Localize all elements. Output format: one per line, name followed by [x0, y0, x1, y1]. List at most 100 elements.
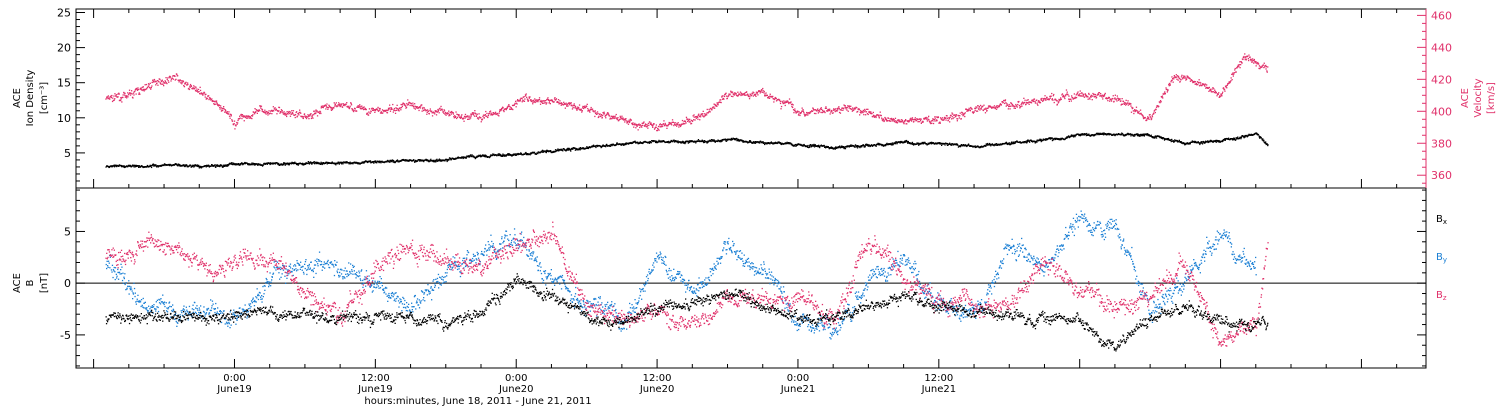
ion-density-point: [369, 160, 372, 162]
velocity-point: [160, 80, 162, 82]
velocity-point: [301, 115, 304, 118]
ion-density-point: [359, 162, 361, 164]
ion-density-point: [269, 163, 271, 165]
ion-density-point: [576, 149, 578, 151]
ion-density-point: [802, 145, 804, 147]
velocity-point: [832, 109, 835, 111]
velocity-point: [403, 103, 405, 105]
velocity-point: [299, 111, 301, 113]
velocity-point: [589, 111, 591, 113]
velocity-point: [360, 105, 362, 108]
ion-density-point: [356, 161, 358, 164]
velocity-point: [794, 108, 796, 110]
velocity-point: [318, 111, 320, 113]
velocity-point: [815, 109, 817, 112]
velocity-point: [448, 115, 450, 117]
ion-density-point: [809, 144, 811, 146]
velocity-point: [757, 90, 760, 93]
velocity-point: [251, 115, 253, 117]
velocity-point: [461, 114, 463, 116]
velocity-point: [487, 116, 489, 118]
velocity-point: [907, 120, 909, 122]
velocity-point: [394, 112, 397, 114]
velocity-point: [856, 111, 858, 113]
velocity-point: [1242, 58, 1244, 61]
velocity-point: [458, 114, 460, 116]
velocity-point: [1150, 117, 1152, 119]
ion-density-point: [769, 143, 771, 145]
ion-density-point: [737, 139, 739, 142]
velocity-point: [1024, 101, 1026, 104]
velocity-point: [779, 100, 781, 103]
velocity-point: [302, 117, 304, 120]
velocity-point: [719, 101, 722, 103]
ion-density-point: [501, 155, 503, 157]
velocity-point: [959, 112, 961, 114]
velocity-point: [907, 120, 909, 123]
velocity-point: [1097, 94, 1099, 96]
ion-density-point: [911, 143, 913, 145]
ion-density-point: [272, 162, 274, 164]
ion-density-point: [433, 161, 436, 163]
velocity-point: [1196, 84, 1198, 86]
velocity-point: [854, 108, 856, 110]
velocity-point: [1233, 73, 1235, 75]
ion-density-point: [934, 143, 936, 145]
velocity-point: [1232, 73, 1234, 76]
velocity-point: [1214, 90, 1217, 93]
velocity-point: [587, 110, 589, 112]
velocity-point: [698, 113, 700, 115]
velocity-point: [1065, 94, 1067, 96]
velocity-point: [610, 115, 612, 117]
ion-density-point: [768, 142, 770, 144]
velocity-point: [817, 112, 819, 114]
velocity-point: [270, 110, 272, 112]
velocity-point: [607, 113, 610, 115]
velocity-point: [1180, 76, 1183, 78]
velocity-point: [149, 87, 151, 89]
velocity-point: [209, 97, 211, 100]
ion-density-point: [383, 161, 386, 163]
velocity-point: [558, 102, 561, 104]
velocity-point: [1068, 98, 1070, 100]
velocity-point: [976, 107, 978, 109]
velocity-point: [135, 88, 137, 90]
ion-density-point: [1010, 143, 1012, 145]
ion-density-point: [362, 161, 364, 163]
velocity-point: [505, 109, 507, 111]
velocity-point: [172, 78, 174, 80]
velocity-point: [736, 95, 739, 97]
ion-density-point: [524, 152, 526, 154]
velocity-point: [671, 124, 673, 126]
velocity-point: [824, 111, 826, 114]
velocity-point: [137, 88, 139, 91]
velocity-point: [1094, 93, 1096, 96]
ion-density-point: [814, 144, 816, 147]
velocity-point: [1254, 62, 1256, 64]
ion-density-point: [224, 164, 226, 167]
velocity-point: [1181, 74, 1183, 76]
velocity-point: [1199, 84, 1202, 86]
ion-density-point: [338, 163, 340, 165]
ion-density-point: [754, 142, 756, 144]
ion-density-point: [625, 142, 627, 144]
velocity-point: [415, 107, 418, 109]
velocity-point: [903, 121, 906, 123]
velocity-point: [147, 83, 150, 85]
ion-density-point: [288, 164, 290, 166]
velocity-point: [837, 107, 839, 109]
ion-density-point: [969, 145, 971, 147]
ion-density-point: [358, 162, 360, 164]
velocity-point: [1238, 64, 1240, 66]
ion-density-point: [608, 144, 611, 146]
velocity-point: [721, 96, 723, 98]
velocity-point: [1019, 107, 1021, 109]
velocity-point: [1149, 114, 1151, 116]
ion-density-point: [772, 143, 774, 145]
velocity-point: [763, 92, 765, 94]
ion-density-point: [323, 163, 325, 165]
velocity-point: [410, 103, 413, 105]
ion-density-point: [249, 164, 251, 166]
ion-density-point: [150, 166, 153, 169]
velocity-point: [725, 92, 727, 94]
